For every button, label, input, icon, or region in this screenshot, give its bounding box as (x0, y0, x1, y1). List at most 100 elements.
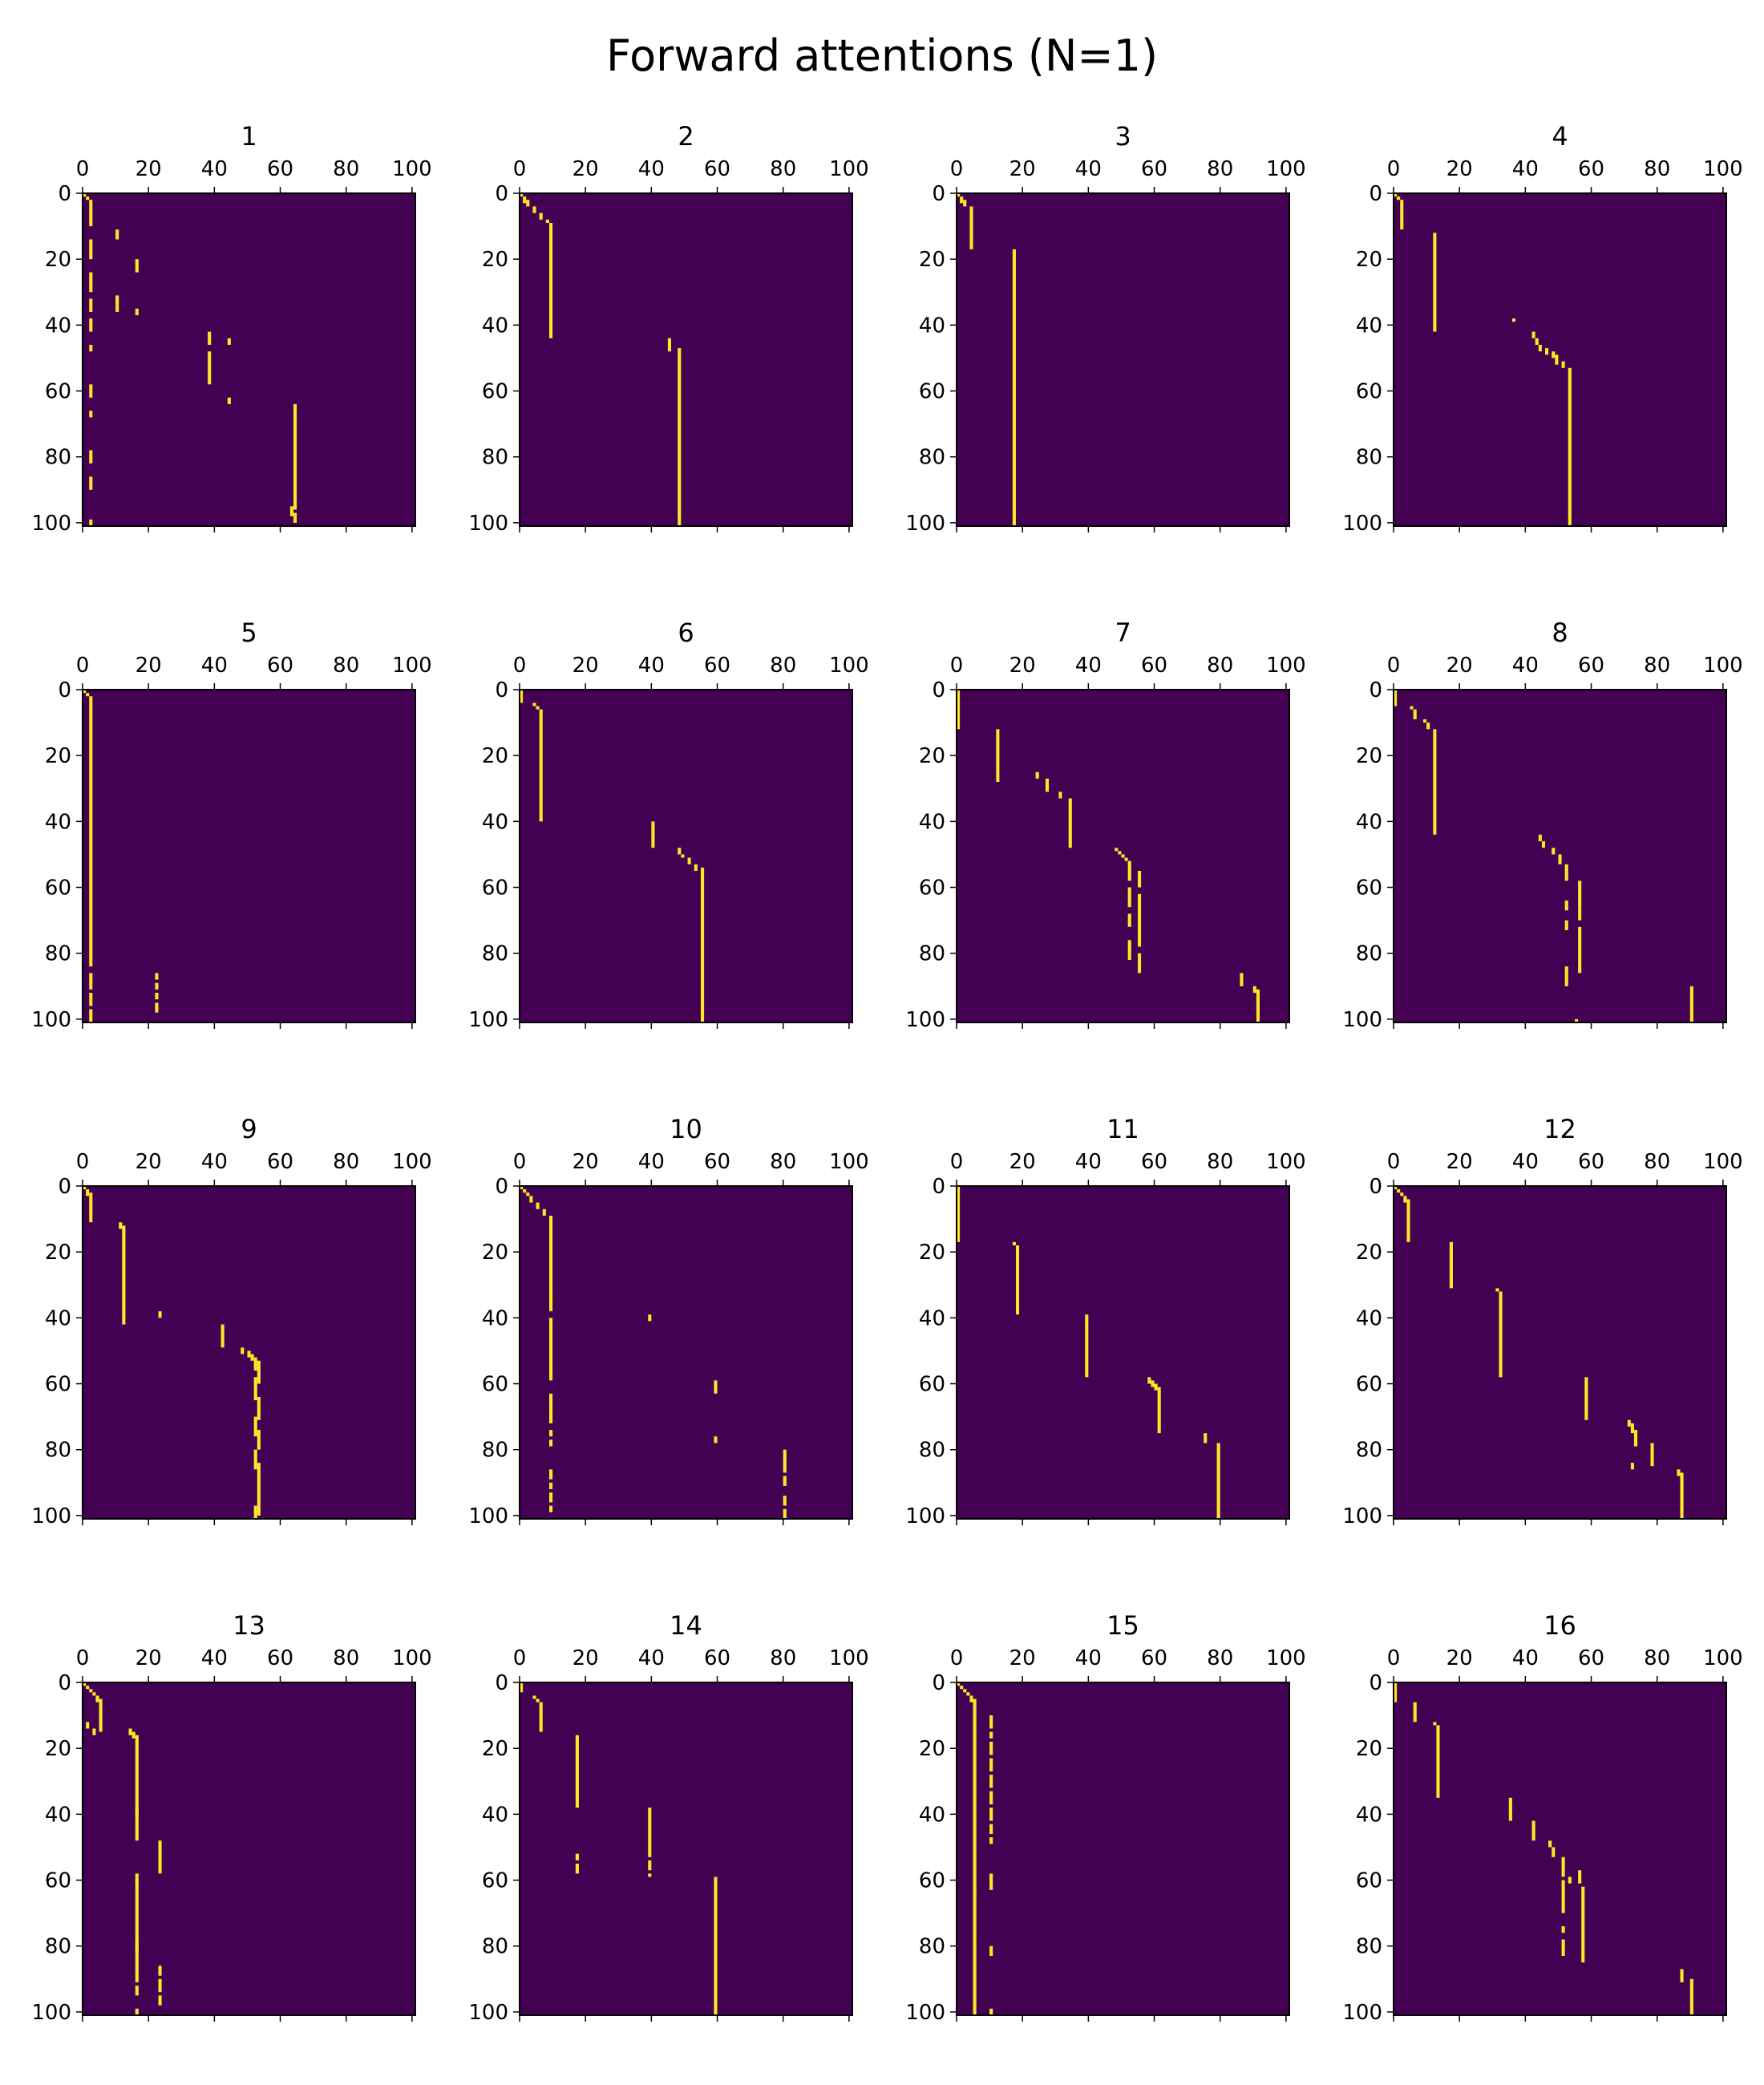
page-title: Forward attentions (N=1) (605, 30, 1159, 81)
y-tick-label: 100 (468, 1008, 508, 1032)
x-tick-label: 20 (1446, 1646, 1473, 1670)
x-tick-label: 40 (1075, 1646, 1102, 1670)
axes-frame (1393, 1185, 1727, 1520)
axes-frame (956, 689, 1290, 1023)
attention-segment (89, 1689, 93, 1693)
attention-segment (1541, 841, 1546, 848)
y-tick-label: 60 (45, 380, 71, 404)
heatmap-background (1394, 193, 1726, 526)
x-tick-label: 100 (1266, 1150, 1306, 1174)
x-tick-label: 20 (1009, 654, 1036, 678)
x-tick-label: 60 (267, 1646, 293, 1670)
y-tick-label: 40 (919, 1306, 945, 1330)
y-tick-label: 20 (482, 744, 508, 768)
attention-segment (83, 1682, 87, 1686)
attention-segment (1127, 913, 1131, 927)
attention-segment (1561, 361, 1565, 368)
y-tick-label: 100 (468, 512, 508, 536)
x-tick-label: 20 (1009, 1646, 1036, 1670)
attention-segment (1397, 1189, 1401, 1193)
attention-segment (89, 318, 93, 332)
attention-segment (575, 1853, 579, 1860)
attention-segment (257, 1463, 261, 1516)
y-tick-label: 0 (932, 182, 945, 206)
attention-segment (253, 1416, 257, 1437)
attention-segment (1252, 986, 1256, 994)
attention-segment (1012, 1241, 1016, 1245)
y-tick-label: 80 (45, 1439, 71, 1463)
x-tick-label: 40 (201, 1646, 228, 1670)
x-tick-label: 60 (704, 1646, 730, 1670)
attention-segment (648, 1808, 652, 1857)
y-tick-label: 80 (482, 1935, 508, 1959)
attention-segment (667, 338, 672, 352)
attention-segment (83, 690, 87, 694)
heatmap-background (957, 1682, 1289, 2015)
attention-segment (1495, 1288, 1499, 1292)
attention-segment (1410, 706, 1414, 710)
axes-frame (956, 1682, 1290, 2016)
attention-segment (989, 1775, 993, 1788)
y-tick-label: 100 (31, 1504, 71, 1528)
attention-segment (532, 702, 536, 706)
attention-segment (1578, 926, 1582, 974)
attention-segment (1147, 1377, 1151, 1384)
attention-segment (996, 729, 1000, 775)
attention-segment (155, 982, 159, 990)
y-tick-label: 0 (1369, 1671, 1382, 1695)
attention-segment (135, 308, 139, 316)
y-tick-label: 0 (58, 678, 71, 702)
attention-segment (293, 512, 297, 523)
y-tick-label: 80 (1356, 1935, 1382, 1959)
attention-segment (1581, 1886, 1585, 1963)
attention-segment (1436, 1725, 1440, 1798)
y-tick-label: 20 (45, 1737, 71, 1761)
attention-segment (86, 1722, 90, 1729)
x-tick-label: 60 (1141, 654, 1167, 678)
attention-segment (1413, 1702, 1417, 1723)
y-tick-label: 40 (1356, 1803, 1382, 1827)
y-tick-label: 40 (482, 810, 508, 834)
attention-segment (89, 345, 93, 352)
attention-segment (1115, 848, 1119, 852)
y-tick-label: 80 (482, 942, 508, 966)
attention-segment (1394, 1682, 1398, 1702)
attention-segment (1548, 1840, 1552, 1848)
x-tick-label: 100 (829, 157, 869, 181)
x-tick-label: 20 (136, 1646, 162, 1670)
attention-segment (1561, 1926, 1565, 1933)
attention-segment (83, 193, 87, 197)
attention-segment (526, 1192, 530, 1196)
attention-segment (86, 693, 90, 697)
y-tick-label: 0 (58, 182, 71, 206)
axes-frame (1393, 689, 1727, 1023)
heatmap-background (957, 193, 1289, 526)
panel-title: 8 (1552, 617, 1568, 648)
y-tick-label: 20 (45, 1241, 71, 1265)
x-tick-label: 20 (572, 157, 599, 181)
attention-segment (989, 1715, 993, 1729)
y-tick-label: 100 (31, 512, 71, 536)
y-tick-label: 20 (45, 744, 71, 768)
heatmap-panel-5: 5 0 20 40 60 80 100 0 20 40 60 80 100 (31, 617, 431, 1032)
attention-segment (1433, 233, 1437, 332)
attention-segment (548, 1318, 553, 1381)
y-tick-label: 0 (1369, 678, 1382, 702)
y-tick-label: 100 (31, 2001, 71, 2025)
y-tick-label: 20 (45, 248, 71, 272)
attention-segment (783, 1476, 787, 1486)
attention-segment (963, 1689, 967, 1693)
panel-title: 4 (1552, 121, 1568, 152)
attention-segment (1630, 1463, 1634, 1470)
heatmap-background (957, 1186, 1289, 1519)
x-tick-label: 40 (1075, 157, 1102, 181)
attention-segment (1680, 1472, 1684, 1519)
attention-segment (548, 1482, 553, 1490)
attention-segment (526, 200, 530, 207)
attention-segment (548, 1469, 553, 1480)
y-tick-label: 80 (919, 1439, 945, 1463)
axes-frame (82, 1185, 416, 1520)
x-tick-label: 60 (267, 157, 293, 181)
y-tick-label: 40 (919, 314, 945, 338)
